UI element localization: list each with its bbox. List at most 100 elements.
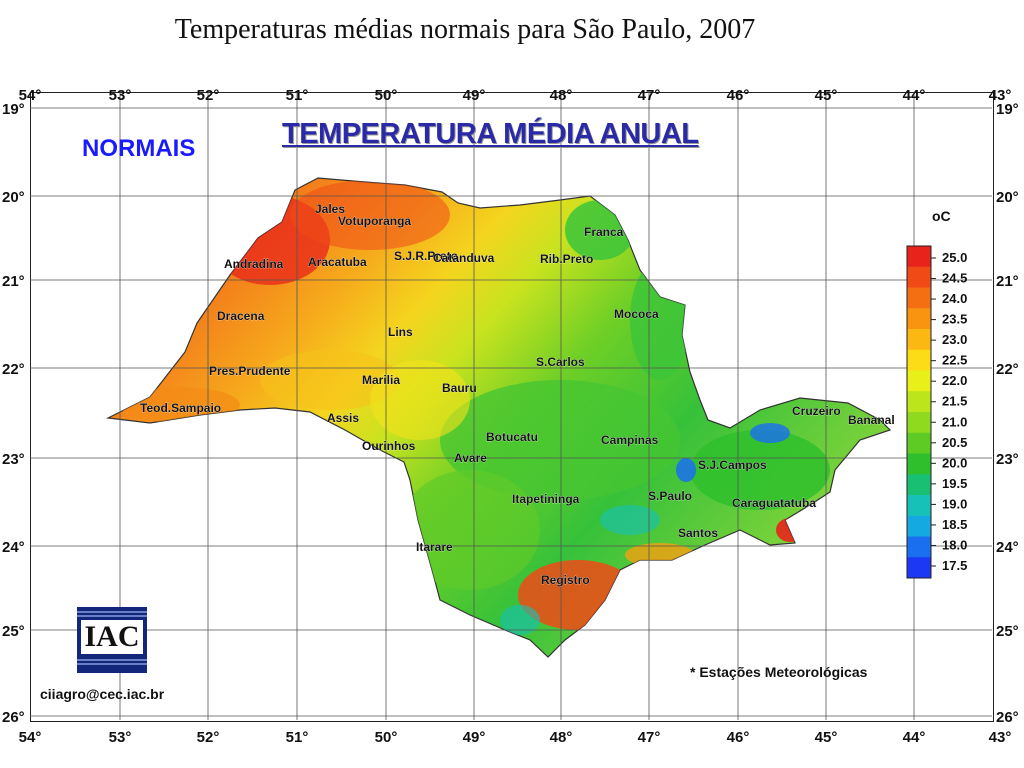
legend-swatch (907, 495, 931, 517)
lon-label-bottom: 47° (638, 729, 661, 746)
legend-value: 19.0 (942, 496, 967, 511)
map-frame (30, 92, 994, 722)
lon-label-top: 51° (286, 87, 309, 104)
city-label: Franca (584, 225, 624, 239)
city-label: Jales (315, 202, 345, 216)
city-label: S.J.Campos (698, 458, 767, 472)
city-label: Teod.Sampaio (140, 401, 221, 415)
city-label: Marilia (362, 373, 400, 387)
legend-value: 20.5 (942, 435, 967, 450)
lon-label-top: 54° (19, 87, 42, 104)
lon-label-bottom: 50° (375, 729, 398, 746)
legend-value: 17.5 (942, 558, 967, 573)
lat-label-right: 26° (996, 709, 1019, 726)
city-label: Bauru (442, 381, 477, 395)
lon-label-bottom: 46° (727, 729, 750, 746)
lon-label-top: 50° (375, 87, 398, 104)
lon-label-top: 48° (550, 87, 573, 104)
city-label: Bananal (848, 413, 895, 427)
lon-label-top: 44° (903, 87, 926, 104)
city-label: S.J.R.Preto (394, 249, 458, 263)
city-label: Caraguatatuba (732, 496, 816, 510)
legend-swatch (907, 266, 931, 288)
lon-label-top: 45° (815, 87, 838, 104)
legend-swatch (907, 536, 931, 558)
lon-label-top: 49° (463, 87, 486, 104)
city-label: Ourinhos (362, 439, 416, 453)
legend-swatch (907, 432, 931, 454)
legend-swatch (907, 412, 931, 434)
lon-label-bottom: 52° (197, 729, 220, 746)
lon-label-top: 53° (109, 87, 132, 104)
legend-value: 25.0 (942, 250, 967, 265)
map-title: TEMPERATURA MÉDIA ANUAL (282, 118, 699, 150)
city-label: Lins (388, 325, 413, 339)
legend-value: 23.0 (942, 332, 967, 347)
legend-swatch (907, 370, 931, 392)
legend-value: 24.0 (942, 291, 967, 306)
city-label: Votuporanga (338, 214, 411, 228)
lon-label-bottom: 48° (550, 729, 573, 746)
lon-label-top: 43° (989, 87, 1012, 104)
contact-email: ciiagro@cec.iac.br (40, 686, 165, 702)
lat-label-left: 24° (2, 539, 25, 556)
legend-value: 20.0 (942, 455, 967, 470)
page-title: Temperaturas médias normais para São Pau… (174, 14, 756, 45)
lat-label-right: 19° (996, 101, 1019, 118)
city-label: Registro (541, 573, 590, 587)
lat-label-left: 21° (2, 273, 25, 290)
city-label: Itapetininga (512, 492, 580, 506)
city-label: S.Paulo (648, 489, 692, 503)
lon-label-bottom: 54° (19, 729, 42, 746)
lon-label-top: 47° (638, 87, 661, 104)
legend-value: 22.0 (942, 373, 967, 388)
city-label: Santos (678, 526, 718, 540)
lon-label-bottom: 51° (286, 729, 309, 746)
lat-label-right: 21° (996, 273, 1019, 290)
lat-label-left: 19° (2, 101, 25, 118)
legend-value: 22.5 (942, 353, 967, 368)
legend-value: 19.5 (942, 476, 967, 491)
city-label: Andradina (224, 257, 284, 271)
legend-swatch (907, 246, 931, 268)
legend-unit: oC (932, 208, 951, 224)
lon-label-bottom: 49° (463, 729, 486, 746)
city-label: Aracatuba (308, 255, 367, 269)
lat-label-right: 25° (996, 623, 1019, 640)
city-label: Itarare (416, 540, 453, 554)
legend-swatch (907, 557, 931, 579)
city-label: S.Carlos (536, 355, 585, 369)
lat-label-right: 24° (996, 539, 1019, 556)
city-label: Rib.Preto (540, 252, 593, 266)
legend-swatch (907, 287, 931, 309)
lon-label-bottom: 45° (815, 729, 838, 746)
legend-swatch (907, 474, 931, 496)
city-label: Cruzeiro (792, 404, 841, 418)
graticule-labels: 54° 54° 53° 53° 52° 52° 51° 51° 50° 50° 49° 49° 48° 4… (2, 87, 1019, 746)
graticule (30, 92, 992, 720)
legend-border (906, 245, 932, 579)
lat-label-left: 25° (2, 623, 25, 640)
legend-value: 24.5 (942, 271, 967, 286)
legend-value: 21.5 (942, 394, 967, 409)
city-label: Botucatu (486, 430, 538, 444)
city-label: Campinas (601, 433, 659, 447)
legend-value: 21.0 (942, 414, 967, 429)
city-label: Assis (327, 411, 359, 425)
lat-label-left: 26° (2, 709, 25, 726)
legend-swatch (907, 453, 931, 475)
legend-value: 18.0 (942, 537, 967, 552)
normais-label: NORMAIS (82, 135, 196, 162)
lon-label-top: 52° (197, 87, 220, 104)
lat-label-left: 23° (2, 451, 25, 468)
city-label: Mococa (614, 307, 659, 321)
lat-label-left: 20° (2, 189, 25, 206)
lon-label-top: 46° (727, 87, 750, 104)
legend-swatch (907, 349, 931, 371)
lon-label-bottom: 53° (109, 729, 132, 746)
city-label: Pres.Prudente (209, 364, 291, 378)
legend-swatch (907, 308, 931, 330)
city-label: Catanduva (433, 251, 495, 265)
